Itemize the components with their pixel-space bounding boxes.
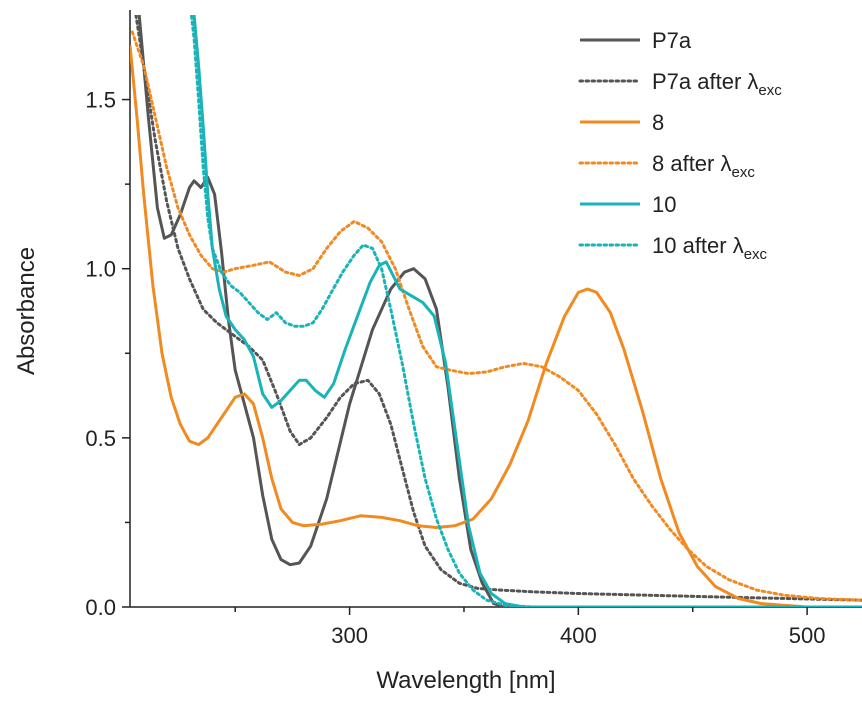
y-tick-label: 0.5: [85, 426, 116, 451]
legend-label-4: 10: [652, 192, 676, 217]
x-tick-label: 300: [331, 623, 368, 648]
x-axis-title: Wavelength [nm]: [376, 667, 555, 694]
legend-label-5: 10 after λexc: [652, 233, 768, 263]
x-tick-label: 400: [560, 623, 597, 648]
series-line-4: [192, 15, 862, 607]
legend-label-1: P7a after λexc: [652, 69, 782, 99]
series-line-2: [130, 45, 862, 607]
y-tick-label: 1.5: [85, 88, 116, 113]
legend-label-2: 8: [652, 110, 664, 135]
series-line-5: [189, 15, 862, 607]
axes: 300 400 500 0.0 0.5 1.0 1.5: [85, 10, 862, 648]
series-layer: [130, 15, 862, 607]
series-line-1: [134, 15, 862, 602]
x-tick-label: 500: [789, 623, 826, 648]
y-tick-label: 1.0: [85, 257, 116, 282]
legend: P7a P7a after λexc 8 8 after λexc 10 10 after…: [578, 28, 782, 263]
y-tick-label: 0.0: [85, 595, 116, 620]
y-axis-title: Absorbance: [13, 247, 40, 375]
series-line-3: [130, 30, 862, 602]
legend-label-3: 8 after λexc: [652, 151, 755, 181]
legend-label-0: P7a: [652, 28, 692, 53]
